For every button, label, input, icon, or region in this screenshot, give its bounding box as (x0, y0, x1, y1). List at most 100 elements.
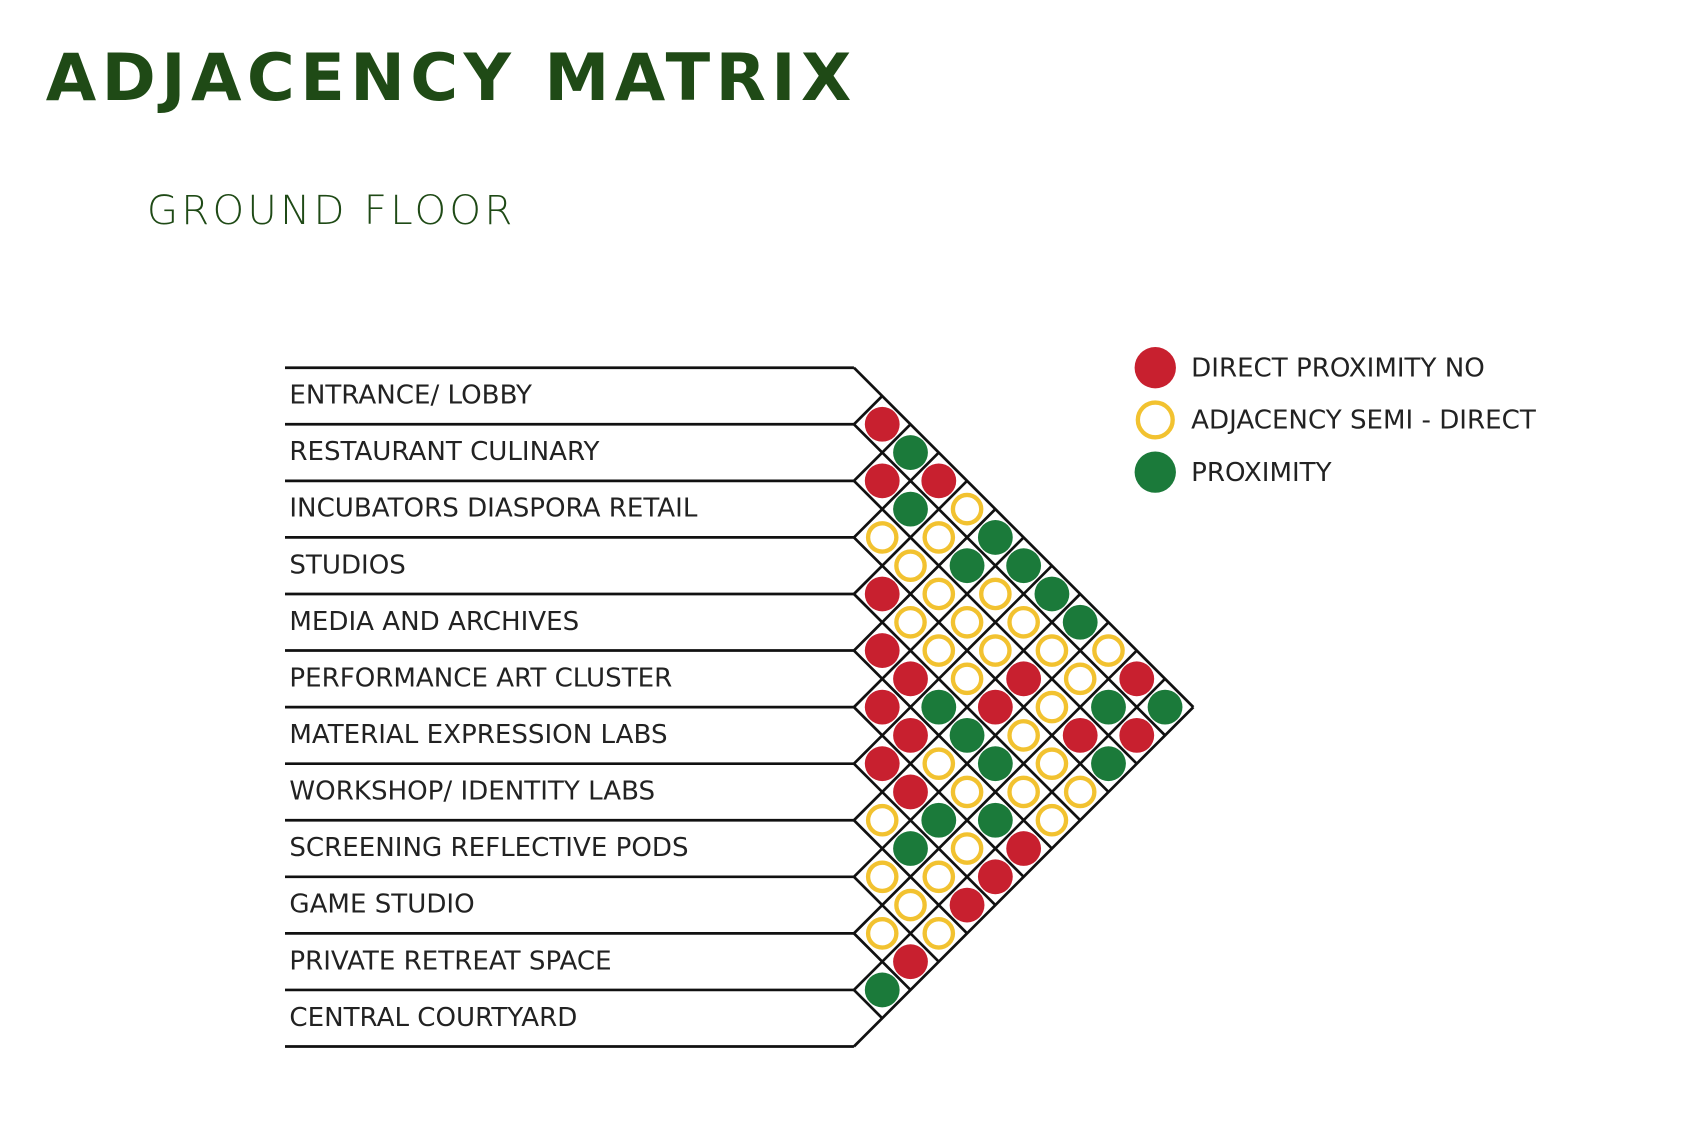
relation-dot (977, 859, 1013, 895)
diagonal-line (852, 451, 940, 539)
diagonal-line (852, 536, 1110, 793)
row-label: SCREENING REFLECTIVE PODS (289, 833, 688, 863)
legend-swatch (1134, 347, 1176, 389)
matrix-grid (285, 366, 1195, 1048)
relation-dot (921, 463, 957, 499)
row-label: ENTRANCE/ LOBBY (289, 381, 532, 411)
relation-dot (950, 832, 984, 865)
legend-label: ADJACENCY SEMI - DIRECT (1191, 406, 1537, 436)
relation-dot (865, 917, 899, 950)
relation-dot (1063, 662, 1097, 696)
relation-dot (864, 463, 900, 499)
relation-dot (893, 435, 928, 470)
relation-dot (893, 491, 928, 527)
relation-dot (864, 689, 900, 725)
relation-dot (977, 520, 1013, 555)
row-label: RESTAURANT CULINARY (289, 437, 599, 467)
relation-dot (1091, 689, 1126, 725)
subtitle: GROUND FLOOR (147, 188, 516, 234)
relation-dot (1091, 746, 1126, 782)
relation-dot (950, 662, 984, 696)
diagonal-line (852, 677, 1167, 991)
relation-dot (922, 860, 956, 894)
relation-dot (1092, 634, 1125, 667)
relation-dot (1063, 775, 1097, 809)
relation-dot (949, 717, 985, 753)
matrix-cells (864, 406, 1183, 1008)
row-label: GAME STUDIO (289, 890, 474, 920)
relation-dot (893, 944, 928, 980)
relation-dot (894, 549, 927, 583)
relation-dot (922, 521, 956, 554)
relation-dot (922, 747, 956, 780)
relation-dot (977, 689, 1013, 725)
relation-dot (949, 887, 985, 923)
relation-dot (950, 605, 984, 639)
relation-dot (922, 634, 956, 667)
diagonal-line (852, 564, 1053, 765)
relation-dot (865, 860, 899, 894)
legend-swatch (1134, 451, 1176, 493)
relation-dot (864, 406, 900, 442)
row-label: MATERIAL EXPRESSION LABS (289, 720, 667, 750)
diagonal-line (852, 423, 912, 482)
legend-swatch (1135, 400, 1175, 440)
relation-dot (1035, 690, 1069, 724)
relation-dot (893, 774, 928, 810)
diagonal-line (852, 649, 1138, 935)
relation-dot (1007, 605, 1040, 639)
relation-dot (893, 831, 928, 866)
diagonal-line (852, 621, 1110, 878)
relation-dot (864, 972, 900, 1008)
diagonal-line (852, 536, 1025, 709)
relation-dot (1119, 717, 1155, 753)
legend-label: PROXIMITY (1191, 458, 1331, 488)
relation-dot (950, 775, 984, 809)
relation-dot (949, 548, 985, 584)
diagonal-line (852, 395, 884, 426)
relation-dot (1006, 831, 1042, 866)
row-labels: ENTRANCE/ LOBBY RESTAURANT CULINARY INCUBA… (289, 381, 697, 1033)
row-label: CENTRAL COURTYARD (289, 1003, 577, 1033)
relation-dot (865, 521, 899, 554)
relation-dot (921, 689, 957, 725)
relation-dot (950, 492, 984, 526)
legend: DIRECT PROXIMITY NO ADJACENCY SEMI - DIRE… (1134, 347, 1537, 493)
row-label: WORKSHOP/ IDENTITY LABS (289, 777, 655, 807)
diagonal-line (852, 508, 997, 652)
relation-dot (893, 717, 928, 753)
diagonal-line (852, 593, 1082, 822)
relation-dot (1006, 548, 1042, 584)
relation-dot (1147, 689, 1183, 725)
row-label: INCUBATORS DIASPORA RETAIL (289, 494, 697, 524)
diagonal-line (852, 762, 997, 907)
relation-dot (977, 746, 1013, 782)
relation-dot (1035, 747, 1069, 780)
diagonal-line (852, 479, 969, 595)
relation-dot (864, 576, 900, 612)
row-label: PERFORMANCE ART CLUSTER (289, 663, 672, 693)
relation-dot (922, 917, 956, 950)
relation-dot (865, 803, 899, 837)
diagonal-line (852, 649, 1053, 850)
diagonal-line (852, 706, 1195, 1048)
diagonal-line (852, 988, 884, 1020)
relation-dot (1007, 719, 1040, 752)
diagonal-line (852, 875, 940, 963)
relation-dot (1119, 661, 1155, 697)
relation-dot (922, 577, 956, 611)
relation-dot (893, 661, 928, 697)
relation-dot (979, 577, 1012, 611)
relation-dot (1062, 717, 1098, 753)
relation-dot (921, 802, 957, 838)
relation-dot (894, 605, 927, 639)
relation-dot (1035, 803, 1069, 837)
row-label: STUDIOS (289, 550, 406, 580)
relation-dot (1035, 634, 1069, 667)
relation-dot (864, 633, 900, 668)
row-label: MEDIA AND ARCHIVES (289, 607, 579, 637)
relation-dot (1007, 775, 1040, 809)
